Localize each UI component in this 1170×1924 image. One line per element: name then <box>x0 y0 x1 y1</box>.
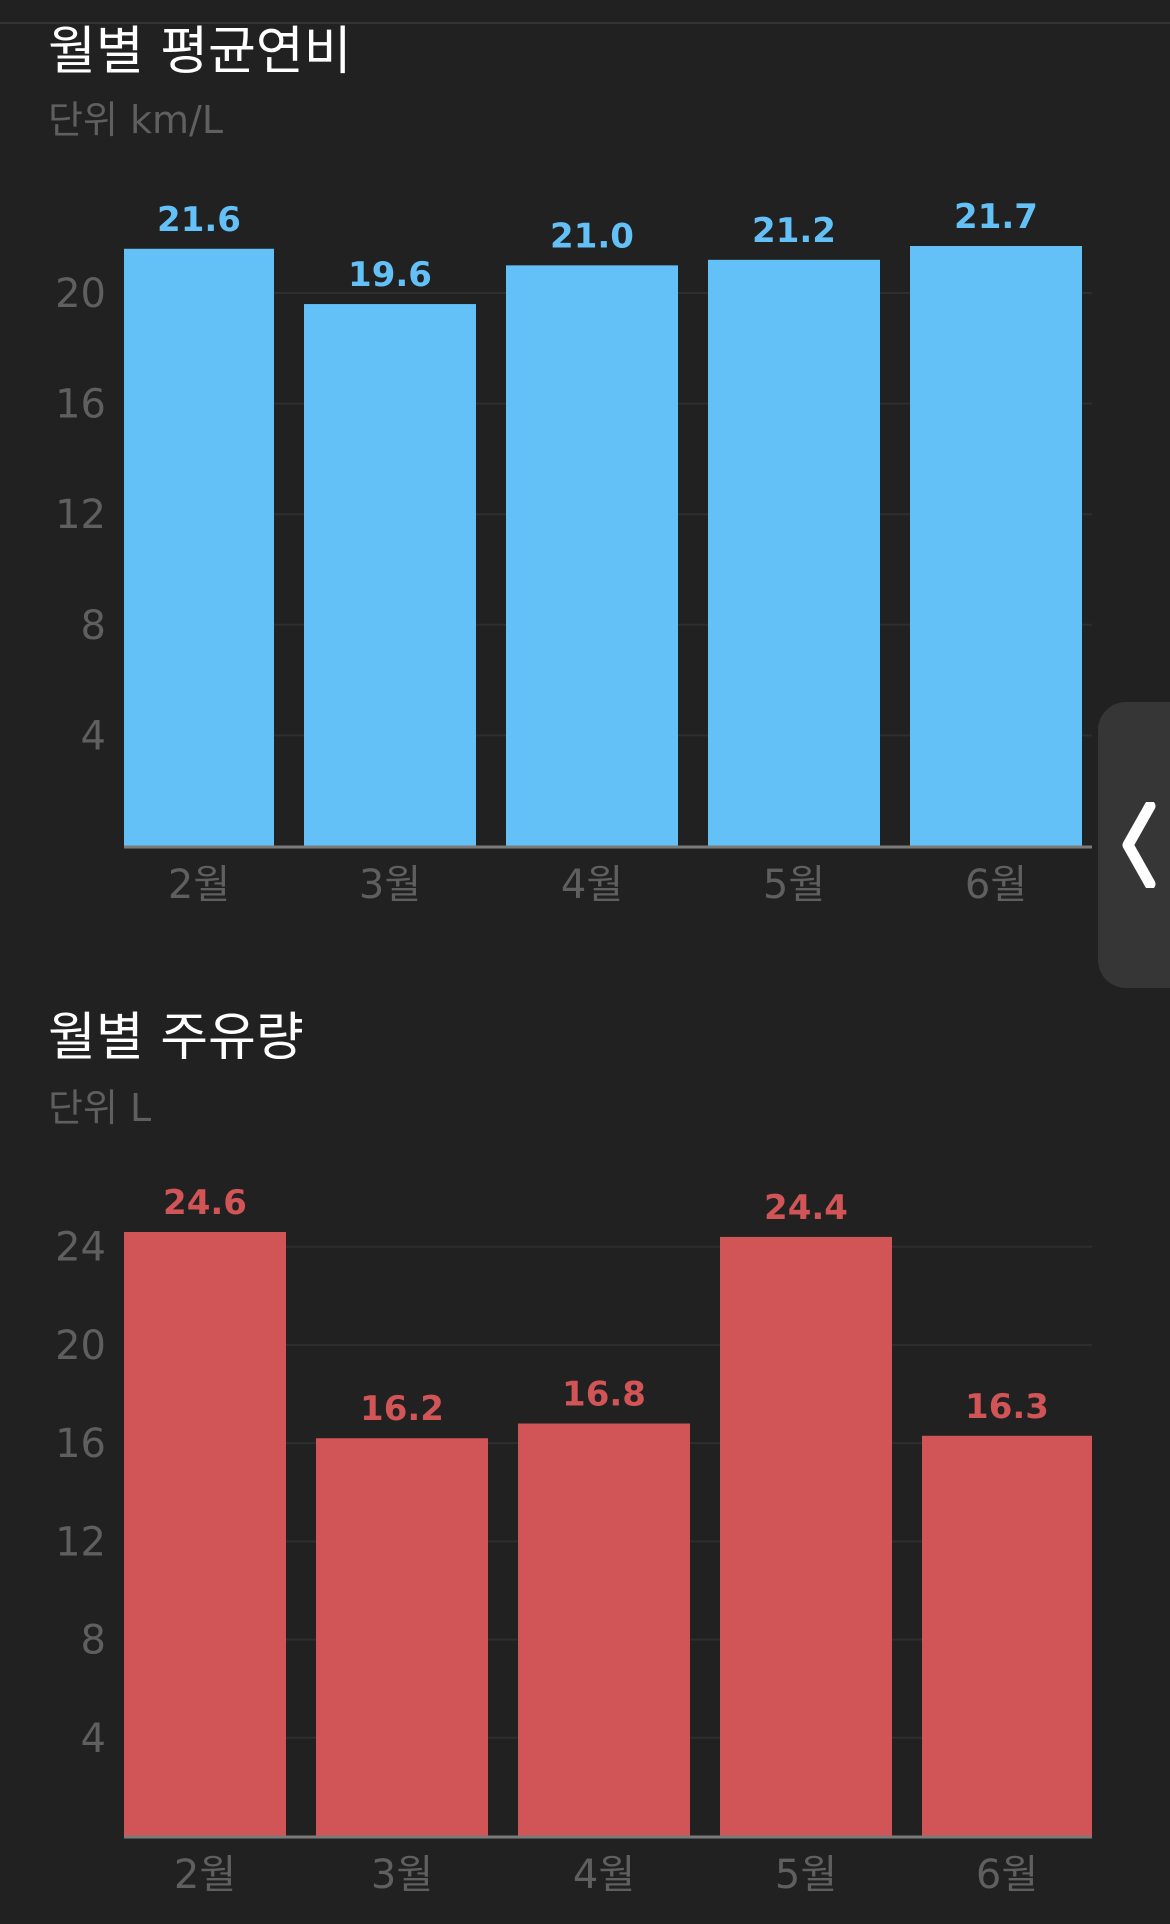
efficiency-y-tick-label: 4 <box>81 713 106 759</box>
fuel-chart-subtitle: 단위 L <box>48 1086 152 1130</box>
efficiency-chart-title: 월별 평균연비 <box>48 22 352 82</box>
fuel-chart-section: 월별 주유량 단위 L 4 8 12 16 20 24 24.6 2월 16.2 3월 16.8 4월… <box>0 960 1170 1924</box>
efficiency-value-label: 21.7 <box>954 197 1038 237</box>
efficiency-x-tick-label: 4월 <box>561 862 623 908</box>
fuel-value-label: 24.4 <box>764 1188 848 1228</box>
fuel-y-tick-label: 20 <box>55 1323 106 1369</box>
efficiency-x-tick-label: 6월 <box>965 862 1027 908</box>
fuel-y-tick-label: 8 <box>81 1618 106 1664</box>
efficiency-bar <box>304 304 476 846</box>
fuel-x-tick-label: 6월 <box>976 1852 1038 1898</box>
fuel-bar <box>518 1423 690 1836</box>
fuel-x-tick-label: 3월 <box>371 1852 433 1898</box>
efficiency-y-tick-label: 12 <box>55 492 106 538</box>
efficiency-chart-subtitle: 단위 km/L <box>48 98 223 142</box>
efficiency-y-tick-label: 20 <box>55 271 106 317</box>
chevron-left-icon <box>1122 802 1156 888</box>
side-drawer-handle[interactable] <box>1098 702 1170 988</box>
efficiency-bar <box>708 259 880 846</box>
fuel-bar <box>922 1435 1092 1836</box>
fuel-y-tick-label: 12 <box>55 1519 106 1565</box>
efficiency-y-tick-label: 16 <box>55 382 106 428</box>
efficiency-bar <box>910 246 1082 846</box>
fuel-x-tick-label: 2월 <box>174 1852 236 1898</box>
fuel-chart-title: 월별 주유량 <box>48 1008 304 1068</box>
fuel-x-tick-label: 5월 <box>775 1852 837 1898</box>
efficiency-y-tick-label: 8 <box>81 603 106 649</box>
top-divider <box>0 0 1170 24</box>
efficiency-value-label: 21.6 <box>157 200 241 240</box>
fuel-x-tick-label: 4월 <box>573 1852 635 1898</box>
fuel-bar-chart: 4 8 12 16 20 24 24.6 2월 16.2 3월 16.8 4월 24.4 5월 16.3 6월 <box>55 1183 1092 1898</box>
fuel-value-label: 16.8 <box>562 1375 646 1415</box>
efficiency-bar <box>124 248 274 846</box>
fuel-bar <box>720 1236 892 1836</box>
efficiency-x-tick-label: 2월 <box>168 862 230 908</box>
efficiency-x-tick-label: 3월 <box>359 862 421 908</box>
fuel-value-label: 24.6 <box>163 1183 247 1223</box>
efficiency-chart-section: 월별 평균연비 단위 km/L 4 8 12 16 20 21.6 2월 19.6 3월 21.0… <box>0 0 1170 960</box>
fuel-value-label: 16.3 <box>965 1387 1049 1427</box>
efficiency-value-label: 19.6 <box>348 255 432 295</box>
fuel-bar <box>316 1438 488 1836</box>
fuel-y-tick-label: 24 <box>55 1225 106 1271</box>
efficiency-x-tick-label: 5월 <box>763 862 825 908</box>
fuel-y-tick-label: 4 <box>81 1716 106 1762</box>
fuel-bar <box>124 1232 286 1836</box>
efficiency-value-label: 21.2 <box>752 211 836 251</box>
fuel-value-label: 16.2 <box>360 1389 444 1429</box>
efficiency-bar-chart: 4 8 12 16 20 21.6 2월 19.6 3월 21.0 4월 21.2 5월 21.7 6월 <box>55 197 1092 908</box>
efficiency-bar <box>506 265 678 846</box>
efficiency-value-label: 21.0 <box>550 216 634 256</box>
fuel-y-tick-label: 16 <box>55 1421 106 1467</box>
